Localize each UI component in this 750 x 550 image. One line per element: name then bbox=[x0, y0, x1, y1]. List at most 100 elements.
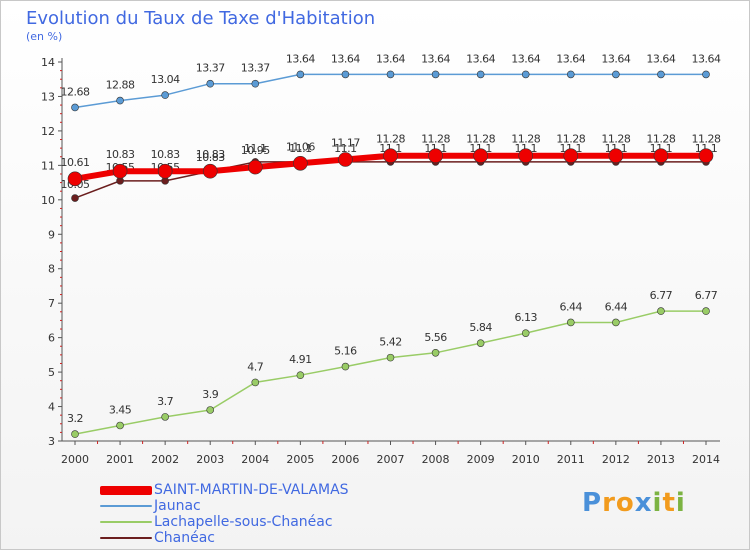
data-point bbox=[563, 148, 579, 164]
data-point bbox=[251, 378, 260, 387]
data-point bbox=[386, 70, 395, 79]
data-label: 11.28 bbox=[692, 133, 721, 146]
data-label: 10.83 bbox=[196, 148, 225, 161]
data-label: 6.77 bbox=[650, 289, 673, 302]
data-label: 11.1 bbox=[289, 142, 312, 155]
logo-letter: i bbox=[675, 488, 686, 518]
data-point bbox=[112, 163, 128, 179]
data-point bbox=[296, 371, 305, 379]
legend-item: Chanéac bbox=[100, 530, 420, 546]
data-point bbox=[702, 307, 710, 315]
data-label: 13.64 bbox=[601, 52, 630, 65]
data-point bbox=[476, 339, 485, 347]
y-tick-label: 3 bbox=[48, 435, 55, 448]
y-tick-label: 11 bbox=[41, 159, 55, 172]
data-point bbox=[247, 159, 263, 175]
data-label: 11.28 bbox=[601, 133, 630, 146]
data-label: 13.64 bbox=[511, 52, 540, 65]
data-label: 13.64 bbox=[466, 52, 495, 65]
data-label: 13.64 bbox=[646, 52, 675, 65]
data-point bbox=[566, 318, 575, 327]
data-label: 11.1 bbox=[244, 142, 267, 155]
series-layer: 12.68 12.88 13.04 13.37 13.37 13.64 13.64 13.64… bbox=[61, 52, 721, 438]
legend-label: Lachapelle-sous-Chanéac bbox=[154, 514, 333, 530]
data-label: 13.64 bbox=[286, 52, 315, 65]
data-label: 11.17 bbox=[331, 137, 360, 150]
data-point bbox=[612, 318, 620, 327]
data-point bbox=[612, 70, 620, 79]
logo-letter: x bbox=[634, 488, 653, 518]
data-label: 3.9 bbox=[202, 388, 218, 401]
data-label: 13.64 bbox=[421, 52, 450, 65]
y-tick-label: 8 bbox=[48, 263, 55, 276]
data-point bbox=[71, 103, 79, 112]
data-label: 3.7 bbox=[157, 395, 173, 408]
data-point bbox=[206, 79, 215, 88]
data-point bbox=[657, 307, 665, 315]
series-saint-martin-de-valamas: 10.61 10.83 10.83 10.83 10.95 11.06 11.17 11.28… bbox=[61, 133, 721, 187]
y-tick-label: 6 bbox=[48, 332, 55, 345]
data-point bbox=[566, 70, 575, 79]
data-label: 11.28 bbox=[511, 133, 540, 146]
data-label: 10.83 bbox=[196, 151, 225, 164]
data-point bbox=[428, 148, 443, 164]
legend-swatch bbox=[100, 521, 152, 523]
data-point bbox=[608, 148, 624, 164]
proxiti-logo: Proxiti bbox=[582, 488, 686, 518]
series-jaunac: 12.68 12.88 13.04 13.37 13.37 13.64 13.64 13.64… bbox=[61, 52, 721, 112]
logo-letter: i bbox=[652, 488, 663, 518]
y-tick-label: 4 bbox=[48, 401, 55, 414]
axes: 3 4 5 6 7 8 9 10 11 12 13 14 2000 2001 2002 2003 2004 200… bbox=[41, 56, 720, 466]
data-label: 11.28 bbox=[376, 133, 405, 146]
data-point bbox=[657, 70, 665, 79]
data-point bbox=[293, 155, 308, 171]
data-label: 11.28 bbox=[466, 133, 495, 146]
y-tick-label: 7 bbox=[48, 297, 55, 310]
data-label: 4.91 bbox=[289, 353, 312, 366]
x-tick-label: 2010 bbox=[512, 453, 540, 466]
legend-label: Chanéac bbox=[154, 530, 215, 546]
x-tick-label: 2002 bbox=[151, 453, 179, 466]
series-line bbox=[74, 310, 706, 435]
x-tick-label: 2006 bbox=[331, 453, 359, 466]
data-label: 11.28 bbox=[646, 133, 675, 146]
y-tick-label: 5 bbox=[48, 366, 55, 379]
legend-item: SAINT-MARTIN-DE-VALAMAS bbox=[100, 482, 420, 498]
x-tick-label: 2005 bbox=[286, 453, 314, 466]
data-label: 4.7 bbox=[247, 360, 263, 373]
x-tick-label: 2009 bbox=[467, 453, 495, 466]
logo-letter: r bbox=[602, 488, 616, 518]
y-tick-label: 12 bbox=[41, 125, 55, 138]
y-tick-label: 13 bbox=[41, 90, 55, 103]
chart-subtitle: (en %) bbox=[26, 30, 62, 43]
legend-swatch bbox=[100, 505, 152, 507]
data-point bbox=[341, 362, 350, 371]
data-point bbox=[67, 171, 83, 187]
x-tick-label: 2000 bbox=[61, 453, 89, 466]
y-tick-label: 14 bbox=[41, 56, 55, 69]
data-label: 5.84 bbox=[469, 321, 492, 334]
data-point bbox=[202, 163, 218, 179]
data-label: 3.2 bbox=[67, 412, 83, 425]
data-point bbox=[296, 70, 305, 79]
data-point bbox=[116, 421, 124, 430]
data-point bbox=[338, 152, 353, 167]
legend-label: Jaunac bbox=[154, 498, 201, 514]
legend-item: Lachapelle-sous-Chanéac bbox=[100, 514, 420, 530]
data-label: 5.56 bbox=[424, 331, 447, 344]
x-tick-label: 2008 bbox=[422, 453, 450, 466]
data-point bbox=[518, 148, 534, 164]
legend-swatch bbox=[100, 486, 152, 495]
y-tick-label: 9 bbox=[48, 228, 55, 241]
data-point bbox=[521, 70, 530, 79]
data-label: 6.13 bbox=[514, 311, 537, 324]
data-point bbox=[698, 148, 714, 164]
data-label: 10.83 bbox=[151, 148, 180, 161]
data-label: 11.28 bbox=[421, 133, 450, 146]
data-label: 12.68 bbox=[61, 85, 90, 98]
data-point bbox=[386, 353, 395, 362]
data-point bbox=[473, 148, 488, 164]
data-point bbox=[116, 96, 124, 105]
